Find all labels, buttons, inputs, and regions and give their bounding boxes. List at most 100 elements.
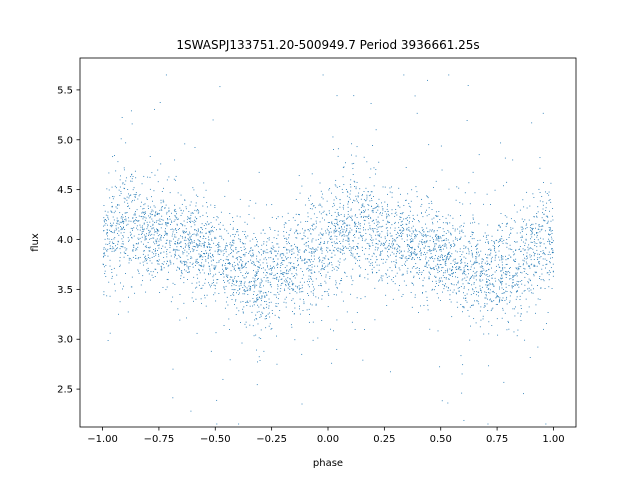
- data-point: [411, 227, 413, 229]
- data-point: [312, 203, 313, 205]
- data-point: [494, 277, 496, 279]
- data-point: [438, 227, 440, 229]
- data-point: [363, 199, 365, 201]
- data-point: [351, 143, 353, 145]
- data-point: [185, 261, 187, 263]
- data-point: [332, 245, 333, 247]
- data-point: [442, 228, 444, 230]
- data-point: [225, 268, 227, 270]
- data-point: [540, 229, 542, 231]
- data-point: [442, 235, 443, 237]
- data-point: [322, 234, 324, 236]
- data-point: [374, 249, 376, 251]
- data-point: [422, 228, 424, 230]
- data-point: [331, 221, 333, 223]
- data-point: [490, 258, 492, 260]
- data-point: [366, 242, 368, 244]
- data-point: [428, 260, 430, 262]
- data-point: [152, 210, 154, 212]
- data-point: [487, 284, 489, 286]
- data-point: [238, 285, 240, 287]
- data-point: [306, 309, 308, 311]
- data-point: [342, 238, 344, 240]
- data-point: [271, 242, 273, 243]
- data-point: [429, 235, 431, 237]
- data-point: [300, 221, 302, 223]
- data-point: [168, 207, 170, 209]
- data-point: [351, 219, 353, 221]
- data-point: [179, 207, 181, 209]
- data-point: [466, 120, 468, 121]
- data-point: [415, 186, 417, 188]
- data-point: [136, 227, 137, 229]
- data-point: [201, 232, 203, 234]
- data-point: [198, 264, 200, 266]
- data-point: [394, 222, 396, 224]
- data-point: [322, 198, 324, 200]
- data-point: [416, 272, 418, 274]
- data-point: [128, 197, 130, 199]
- data-point: [418, 273, 420, 275]
- data-point: [450, 233, 452, 235]
- data-point: [506, 296, 508, 298]
- data-point: [408, 257, 410, 259]
- data-point: [324, 242, 326, 244]
- data-point: [451, 273, 453, 274]
- data-point: [216, 216, 218, 218]
- data-point: [466, 276, 468, 278]
- data-point: [120, 222, 122, 224]
- data-point: [249, 300, 251, 302]
- data-point: [365, 187, 367, 189]
- data-point: [405, 167, 407, 168]
- data-point: [397, 231, 399, 233]
- data-point: [266, 318, 267, 319]
- data-point: [449, 268, 451, 270]
- data-point: [393, 261, 395, 263]
- data-point: [388, 240, 390, 241]
- data-point: [515, 284, 516, 286]
- data-point: [248, 282, 250, 284]
- data-point: [112, 222, 114, 224]
- data-point: [220, 211, 222, 213]
- data-point: [509, 275, 511, 276]
- data-point: [232, 280, 234, 282]
- data-point: [402, 274, 404, 276]
- data-point: [442, 284, 444, 285]
- data-point: [169, 216, 170, 217]
- data-point: [452, 217, 454, 219]
- data-point: [240, 282, 242, 284]
- data-point: [418, 243, 420, 245]
- data-point: [367, 203, 369, 205]
- data-point: [511, 249, 513, 251]
- data-point: [447, 214, 449, 216]
- data-point: [364, 277, 366, 279]
- data-point: [145, 245, 147, 247]
- data-point: [386, 305, 388, 306]
- data-point: [547, 222, 549, 224]
- data-point: [282, 282, 284, 284]
- data-point: [210, 222, 212, 224]
- data-point: [495, 239, 497, 241]
- data-point: [531, 236, 533, 238]
- data-point: [185, 208, 187, 210]
- data-point: [137, 257, 139, 259]
- data-point: [331, 215, 333, 217]
- data-point: [305, 249, 307, 251]
- data-point: [320, 213, 322, 215]
- data-point: [468, 251, 470, 253]
- data-point: [382, 262, 384, 264]
- data-point: [416, 196, 418, 198]
- data-point: [137, 243, 139, 245]
- data-point: [435, 250, 437, 252]
- data-point: [153, 253, 155, 255]
- data-point: [189, 239, 190, 241]
- data-point: [499, 288, 500, 290]
- data-point: [518, 281, 519, 283]
- data-point: [262, 267, 264, 269]
- data-point: [394, 227, 396, 229]
- data-point: [426, 252, 428, 254]
- data-point: [380, 212, 381, 214]
- data-point: [533, 265, 535, 267]
- data-point: [309, 265, 311, 266]
- data-point: [225, 285, 227, 287]
